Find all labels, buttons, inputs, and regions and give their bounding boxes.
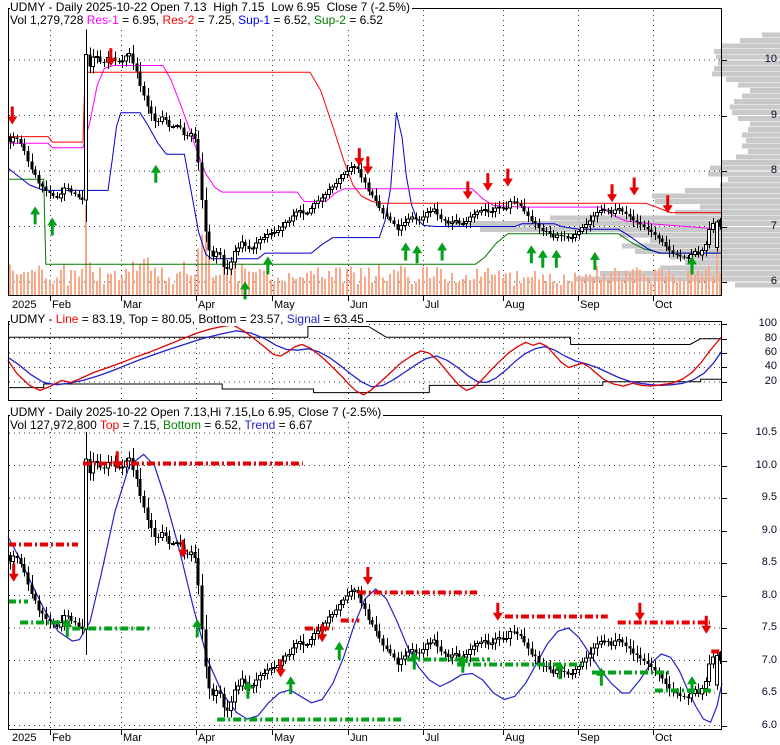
bottom-month-label: Mar xyxy=(123,732,142,744)
oscillator-header-text-part: UDMY - xyxy=(10,312,56,326)
bottom-price-axis-label: 10.5 xyxy=(755,426,777,438)
main-header-levels-part: Vol 1,279,728 xyxy=(10,13,87,27)
bottom-chart-header-line2: Vol 127,972,800 Top = 7.15, Bottom = 6.5… xyxy=(10,418,315,432)
bottom-chart-header-line1: UDMY - Daily 2025-10-22 Open 7.13,Hi 7.1… xyxy=(10,405,384,419)
bottom-header-levels-part: Trend xyxy=(244,418,276,432)
main-price-axis-label: 10 xyxy=(764,53,777,65)
bottom-header-levels-part: Bottom xyxy=(162,418,201,432)
main-month-label: May xyxy=(274,299,295,311)
main-month-label: Feb xyxy=(52,299,71,311)
main-month-label: Jun xyxy=(350,299,368,311)
main-chart-header-line1: UDMY - Daily 2025-10-22 Open 7.13 High 7… xyxy=(10,1,412,14)
main-month-label: Mar xyxy=(123,299,142,311)
main-chart-header-line2: Vol 1,279,728 Res-1 = 6.95, Res-2 = 7.25… xyxy=(10,14,385,27)
bottom-month-label: Oct xyxy=(655,732,673,744)
oscillator-axis-label: 80 xyxy=(764,331,777,344)
bottom-header-levels-part: = 6.67 xyxy=(275,418,313,432)
oscillator-header: UDMY - Line = 83.19, Top = 80.05, Bottom… xyxy=(10,313,366,326)
oscillator-header-text-part: = 83.19, Top = 80.05, Bottom = 23.57, xyxy=(78,312,287,326)
main-price-axis-label: 9 xyxy=(770,108,777,121)
bottom-price-axis-label: 6.0 xyxy=(761,718,777,731)
bottom-header-levels-part: = 7.15, xyxy=(119,418,163,432)
oscillator-header-text-part: Signal xyxy=(286,312,321,326)
bottom-price-axis-label: 7.0 xyxy=(761,653,777,666)
main-price-axis-label: 6 xyxy=(770,275,777,287)
main-month-label: Apr xyxy=(198,299,216,311)
main-header-levels-part: Sup-2 xyxy=(313,13,346,27)
main-header-levels-part: = 6.52, xyxy=(270,13,314,27)
bottom-header-levels-part: = 6.52, xyxy=(200,418,245,432)
bottom-month-label: Sep xyxy=(580,732,600,744)
bottom-price-axis-label: 7.5 xyxy=(761,621,777,633)
main-price-axis-label: 7 xyxy=(770,219,777,232)
bottom-month-label: Jul xyxy=(425,732,440,744)
bottom-header-levels-part: Vol 127,972,800 xyxy=(10,418,100,432)
main-month-label: 2025 xyxy=(12,299,37,311)
bottom-month-label: Feb xyxy=(52,732,71,744)
main-header-levels-part: Sup-1 xyxy=(238,13,271,27)
bottom-price-axis-label: 8.0 xyxy=(761,588,777,601)
main-month-label: Jul xyxy=(425,299,440,311)
main-month-label: Oct xyxy=(655,299,673,311)
bottom-header-levels-part: Top xyxy=(99,418,120,432)
oscillator-axis-label: 60 xyxy=(764,346,777,359)
bottom-month-label: Jun xyxy=(350,732,368,744)
main-header-levels-part: = 6.95, xyxy=(118,13,163,27)
bottom-month-label: Aug xyxy=(505,732,525,744)
bottom-month-label: 2025 xyxy=(12,732,37,744)
oscillator-axis-label: 40 xyxy=(764,360,777,373)
oscillator-header-text-part: Line xyxy=(55,312,79,326)
oscillator-axis-label: 100 xyxy=(758,317,777,330)
bottom-header-text-part: UDMY - Daily 2025-10-22 Open 7.13,Hi 7.1… xyxy=(10,405,382,419)
bottom-price-axis-label: 8.5 xyxy=(761,556,777,568)
bottom-month-label: May xyxy=(274,732,295,744)
bottom-price-axis-label: 9.0 xyxy=(761,523,777,536)
bottom-price-axis-label: 6.5 xyxy=(761,686,777,698)
main-month-label: Aug xyxy=(505,299,525,311)
bottom-price-axis-label: 10.0 xyxy=(755,458,777,471)
oscillator-header-text-part: = 63.45 xyxy=(320,312,364,326)
main-header-levels-part: Res-2 xyxy=(162,13,195,27)
main-header-text-part: UDMY - Daily 2025-10-22 Open 7.13 High 7… xyxy=(10,0,410,14)
main-price-axis-label: 8 xyxy=(770,164,777,176)
oscillator-axis-label: 20 xyxy=(764,374,777,387)
main-header-levels-part: = 7.25, xyxy=(194,13,239,27)
main-header-levels-part: Res-1 xyxy=(86,13,119,27)
main-month-label: Sep xyxy=(580,299,600,311)
bottom-price-axis-label: 9.5 xyxy=(761,491,777,503)
bottom-month-label: Apr xyxy=(198,732,216,744)
main-header-levels-part: = 6.52 xyxy=(345,13,383,27)
